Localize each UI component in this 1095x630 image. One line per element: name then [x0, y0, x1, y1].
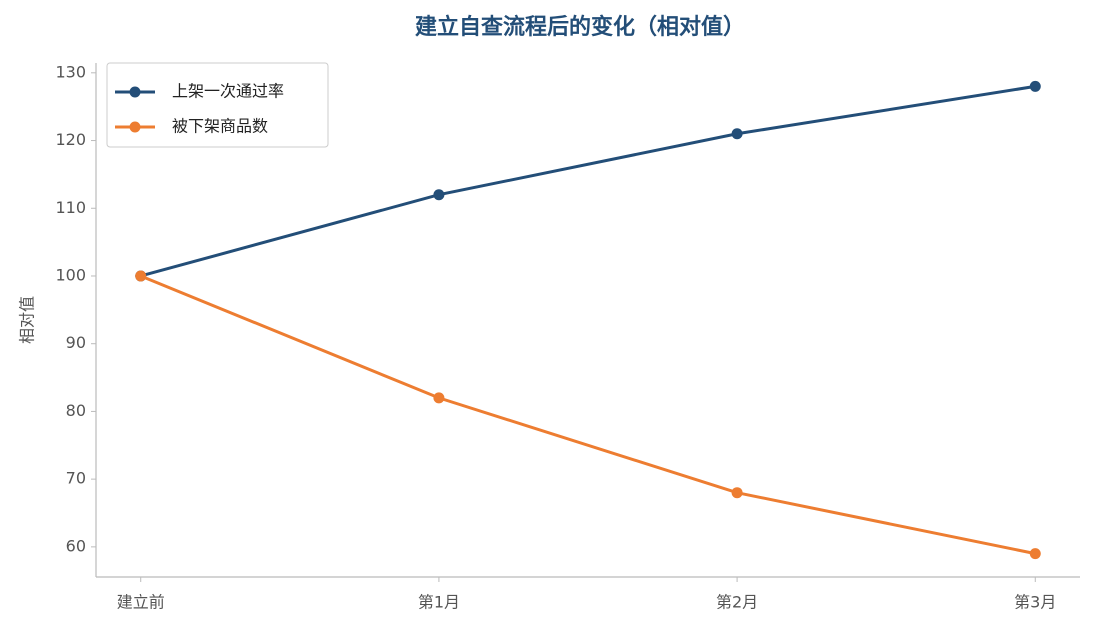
data-point: [1029, 80, 1041, 92]
data-point: [1029, 548, 1041, 560]
y-tick-label: 100: [55, 265, 86, 284]
series-line: [140, 84, 1036, 278]
y-axis-label: 相对值: [18, 296, 37, 344]
y-tick-label: 90: [66, 333, 86, 352]
x-tick-label: 第1月: [418, 593, 460, 612]
data-point: [731, 128, 743, 140]
legend-marker: [129, 121, 141, 133]
data-point: [433, 392, 445, 404]
y-tick-label: 60: [66, 536, 86, 555]
y-tick-label: 80: [66, 401, 86, 420]
y-tick-label: 130: [55, 62, 86, 81]
y-tick-label: 120: [55, 130, 86, 149]
data-point: [433, 189, 445, 201]
x-tick-label: 第2月: [716, 593, 758, 612]
data-point: [731, 487, 743, 499]
series-line: [140, 274, 1036, 556]
y-tick-label: 110: [55, 198, 86, 217]
legend-label: 被下架商品数: [172, 117, 268, 136]
x-tick-label: 第3月: [1014, 593, 1056, 612]
x-tick-label: 建立前: [117, 593, 165, 612]
chart-title: 建立自查流程后的变化（相对值）: [415, 14, 745, 40]
data-point: [135, 270, 147, 282]
legend-label: 上架一次通过率: [172, 82, 284, 101]
y-tick-label: 70: [66, 469, 86, 488]
legend-marker: [129, 86, 141, 98]
legend-box: [106, 62, 329, 148]
